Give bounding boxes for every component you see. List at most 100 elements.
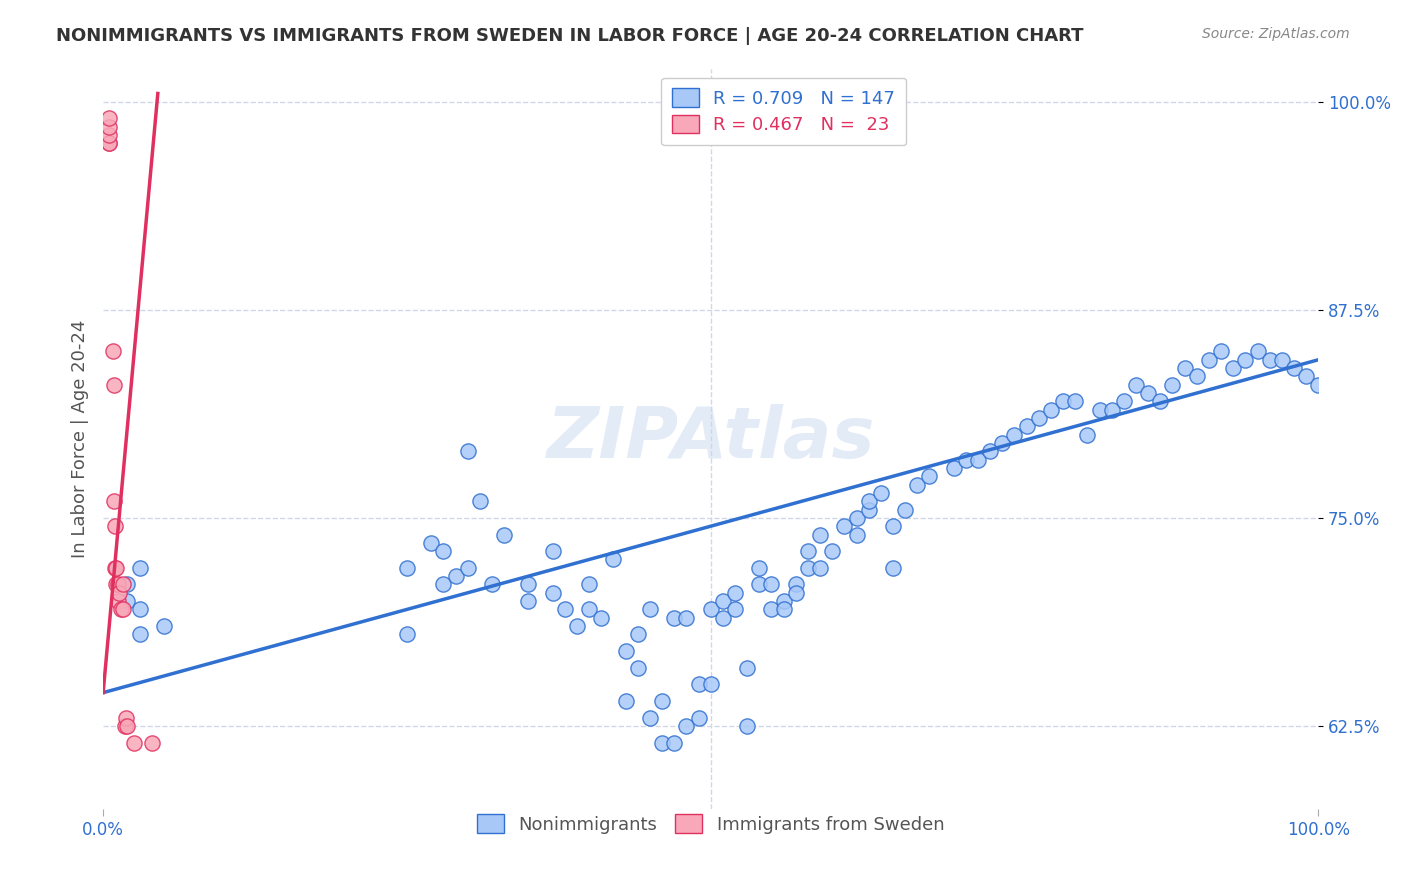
Point [115, 710, 138, 724]
Point [991, 436, 1014, 450]
Point [699, 602, 721, 616]
Point [675, 719, 697, 733]
Point [1271, 352, 1294, 367]
Point [602, 552, 624, 566]
Point [627, 627, 650, 641]
Point [468, 494, 491, 508]
Point [797, 544, 820, 558]
Point [1161, 377, 1184, 392]
Point [104, 561, 127, 575]
Point [141, 735, 163, 749]
Point [114, 719, 136, 733]
Point [591, 611, 613, 625]
Point [614, 694, 637, 708]
Point [457, 561, 479, 575]
Point [724, 586, 747, 600]
Point [117, 594, 139, 608]
Point [1064, 394, 1087, 409]
Point [1015, 419, 1038, 434]
Point [905, 477, 928, 491]
Point [98, 128, 121, 142]
Point [122, 735, 145, 749]
Point [688, 677, 710, 691]
Point [108, 586, 131, 600]
Point [128, 602, 150, 616]
Point [1308, 377, 1330, 392]
Point [1101, 402, 1123, 417]
Point [107, 594, 129, 608]
Point [111, 577, 134, 591]
Legend: Nonimmigrants, Immigrants from Sweden: Nonimmigrants, Immigrants from Sweden [465, 804, 955, 845]
Point [711, 594, 734, 608]
Point [1088, 402, 1111, 417]
Point [1004, 427, 1026, 442]
Point [517, 577, 540, 591]
Point [894, 502, 917, 516]
Point [117, 577, 139, 591]
Point [1234, 352, 1257, 367]
Point [541, 544, 564, 558]
Point [554, 602, 576, 616]
Point [432, 544, 454, 558]
Point [1174, 361, 1197, 376]
Point [614, 644, 637, 658]
Point [724, 602, 747, 616]
Point [627, 661, 650, 675]
Point [638, 602, 661, 616]
Point [98, 112, 121, 126]
Point [1185, 369, 1208, 384]
Point [1076, 427, 1098, 442]
Point [797, 561, 820, 575]
Point [664, 611, 686, 625]
Point [735, 719, 758, 733]
Point [1125, 377, 1147, 392]
Point [869, 486, 891, 500]
Point [845, 511, 868, 525]
Point [772, 594, 794, 608]
Point [105, 561, 128, 575]
Point [834, 519, 856, 533]
Point [395, 561, 418, 575]
Point [107, 577, 129, 591]
Point [105, 577, 128, 591]
Point [153, 619, 176, 633]
Point [688, 710, 710, 724]
Point [651, 735, 673, 749]
Point [785, 586, 807, 600]
Point [735, 661, 758, 675]
Point [967, 452, 990, 467]
Point [128, 561, 150, 575]
Point [98, 136, 121, 151]
Point [1137, 386, 1160, 401]
Point [711, 611, 734, 625]
Y-axis label: In Labor Force | Age 20-24: In Labor Force | Age 20-24 [72, 319, 89, 558]
Text: NONIMMIGRANTS VS IMMIGRANTS FROM SWEDEN IN LABOR FORCE | AGE 20-24 CORRELATION C: NONIMMIGRANTS VS IMMIGRANTS FROM SWEDEN … [56, 27, 1084, 45]
Point [103, 377, 125, 392]
Point [808, 527, 831, 541]
Point [420, 536, 443, 550]
Point [1039, 402, 1062, 417]
Point [101, 344, 124, 359]
Text: ZIPAtlas: ZIPAtlas [547, 404, 875, 474]
Point [457, 444, 479, 458]
Point [432, 577, 454, 591]
Point [821, 544, 844, 558]
Point [517, 594, 540, 608]
Point [578, 577, 600, 591]
Point [845, 527, 868, 541]
Point [858, 494, 880, 508]
Point [1198, 352, 1220, 367]
Point [785, 577, 807, 591]
Point [128, 627, 150, 641]
Point [494, 527, 516, 541]
Point [699, 677, 721, 691]
Point [98, 136, 121, 151]
Point [955, 452, 977, 467]
Text: Source: ZipAtlas.com: Source: ZipAtlas.com [1202, 27, 1350, 41]
Point [104, 519, 127, 533]
Point [1222, 361, 1244, 376]
Point [979, 444, 1001, 458]
Point [110, 602, 132, 616]
Point [541, 586, 564, 600]
Point [1028, 411, 1050, 425]
